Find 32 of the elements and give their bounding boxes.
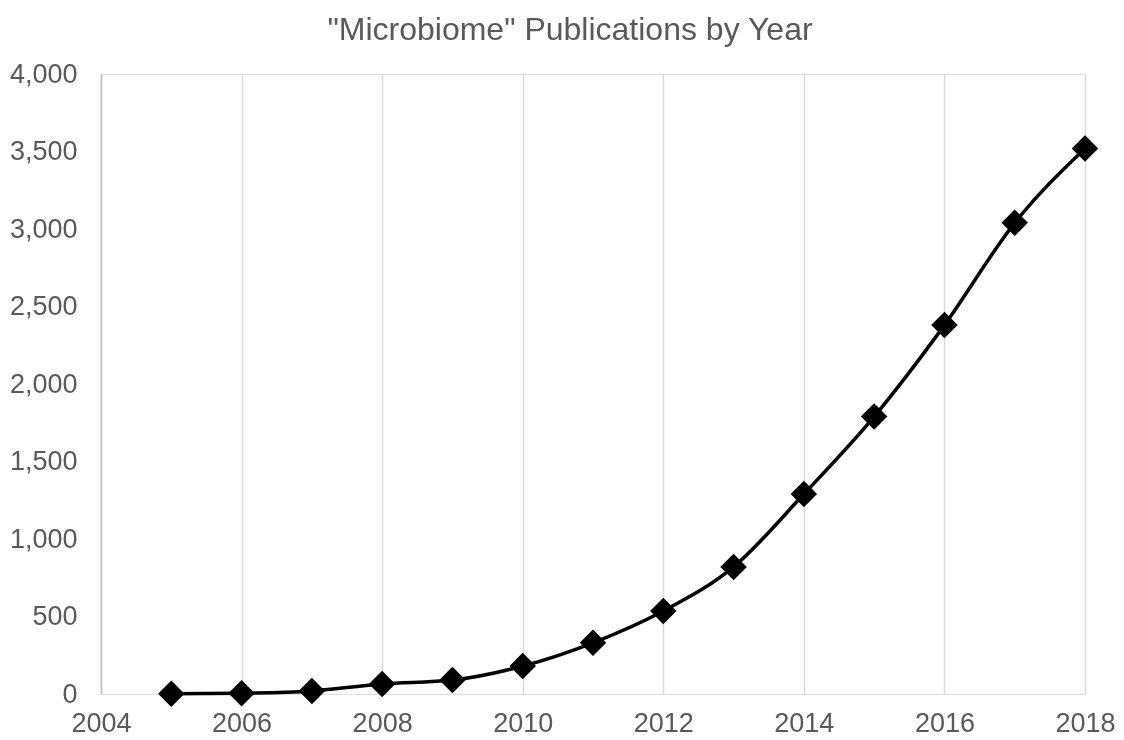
y-tick-label: 1,000 [9,523,78,554]
x-tick-label: 2018 [1055,707,1116,738]
point [1071,135,1099,162]
y-tick-label: 0 [62,678,78,709]
point [579,629,607,657]
point [368,670,396,698]
x-tick-label: 2010 [493,707,554,738]
x-tick-label: 2012 [633,707,694,738]
y-tick-label: 2,000 [9,368,78,399]
point [860,403,888,430]
point [509,652,536,680]
point [228,680,255,707]
y-tick-label: 1,500 [9,446,78,476]
point [931,311,958,339]
y-tick-label: 500 [32,601,78,631]
point [650,597,677,625]
point [1001,209,1028,237]
x-tick-label: 2006 [212,707,273,738]
point [790,480,818,508]
point [720,553,747,581]
x-tick-label: 2004 [71,707,132,738]
point [298,677,326,705]
y-tick-label: 3,000 [9,213,78,244]
x-tick-label: 2014 [774,707,835,738]
point [158,680,185,707]
chart-title: "Microbiome" Publications by Year [327,11,813,47]
x-tick-label: 2016 [914,707,975,738]
y-tick-label: 3,500 [9,136,78,166]
y-tick-label: 4,000 [9,58,78,89]
x-tick-label: 2008 [352,707,413,738]
y-tick-label: 2,500 [9,291,78,321]
point [439,666,466,694]
